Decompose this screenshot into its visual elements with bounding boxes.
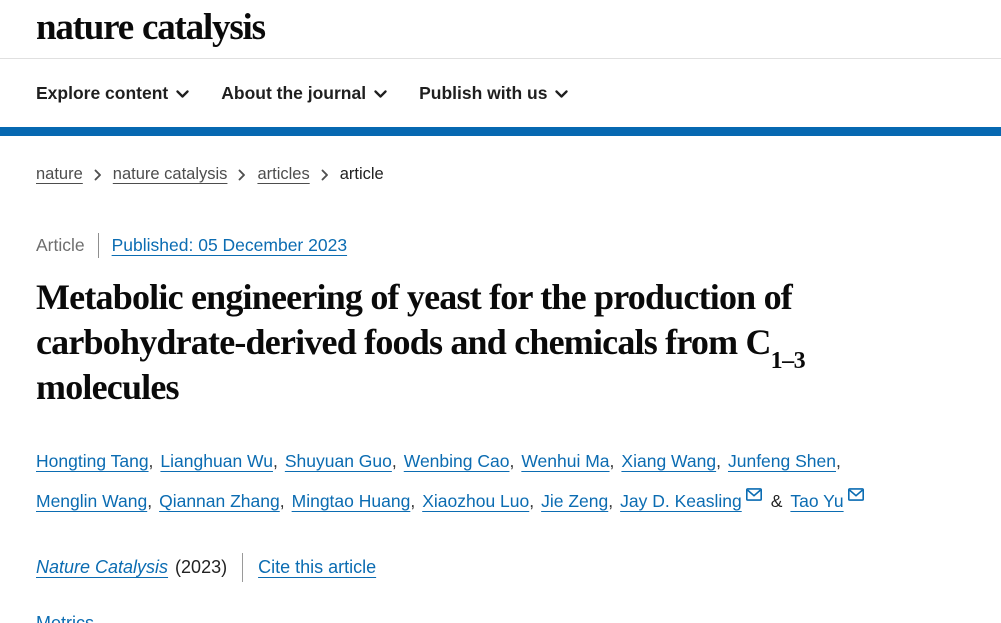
meta-divider [97,233,99,258]
author-separator: , [529,491,535,511]
nav-item-explore-content[interactable]: Explore content [36,83,189,104]
author-separator: , [410,491,416,511]
article-page: nature nature catalysis articles article… [0,165,1001,623]
author-link[interactable]: Tao Yu [790,491,844,511]
chevron-down-icon [374,89,387,98]
breadcrumb-link-nature[interactable]: nature [36,165,83,183]
author-link[interactable]: Jie Zeng [541,491,609,511]
article-type-label: Article [36,235,85,255]
author-link[interactable]: Hongting Tang [36,451,149,471]
chevron-right-icon [238,169,246,181]
email-icon[interactable] [745,485,762,505]
metrics-row: Metrics [36,613,965,623]
citation-row: Nature Catalysis (2023) Cite this articl… [36,553,965,582]
author-link[interactable]: Junfeng Shen [727,451,836,471]
article-title: Metabolic engineering of yeast for the p… [36,275,965,410]
chevron-right-icon [94,169,102,181]
author-link[interactable]: Wenbing Cao [403,451,510,471]
chevron-right-icon [321,169,329,181]
chevron-down-icon [176,89,189,98]
nav-label: About the journal [221,82,367,103]
breadcrumb: nature nature catalysis articles article [36,165,965,184]
author-link[interactable]: Jay D. Keasling [620,491,742,511]
journal-year: (2023) [175,557,228,577]
author-separator: , [716,451,721,471]
published-date-link[interactable]: Published: 05 December 2023 [111,235,348,255]
primary-nav: Explore content About the journal Publis… [0,59,1001,127]
logo-row: nature catalysis [0,0,1001,59]
nav-label: Publish with us [419,82,548,103]
journal-name-link[interactable]: Nature Catalysis [36,557,169,577]
author-separator: , [509,451,515,471]
author-link[interactable]: Xiaozhou Luo [422,491,530,511]
author-separator: , [148,451,154,471]
author-link[interactable]: Wenhui Ma [521,451,610,471]
author-separator: , [147,491,153,511]
author-separator: , [391,451,397,471]
breadcrumb-link-nature-catalysis[interactable]: nature catalysis [112,165,228,183]
author-link[interactable]: Qiannan Zhang [159,491,280,511]
author-link[interactable]: Shuyuan Guo [284,451,392,471]
author-link[interactable]: Mingtao Huang [291,491,411,511]
title-line2-text: carbohydrate-derived foods and chemicals… [36,322,771,362]
ampersand: & [770,491,783,511]
title-line: carbohydrate-derived foods and chemicals… [36,322,806,373]
citation-divider [242,553,244,582]
title-line: Metabolic engineering of yeast for the p… [36,277,793,317]
nav-label: Explore content [36,82,169,103]
site-header: nature catalysis Explore content About t… [0,0,1001,136]
author-link[interactable]: Xiang Wang [621,451,717,471]
email-icon[interactable] [847,485,864,505]
author-separator: , [272,451,278,471]
cite-this-article-link[interactable]: Cite this article [258,557,377,577]
journal-accent-bar [0,127,1001,136]
author-separator: , [279,491,285,511]
breadcrumb-link-articles[interactable]: articles [257,165,310,183]
author-link[interactable]: Menglin Wang [36,491,148,511]
nav-item-publish-with-us[interactable]: Publish with us [419,82,569,104]
nav-item-about-the-journal[interactable]: About the journal [221,83,387,104]
chevron-down-icon [555,89,569,98]
author-link[interactable]: Lianghuan Wu [160,451,273,471]
title-subscript: 1–3 [770,348,806,375]
authors-list: Hongting Tang, Lianghuan Wu, Shuyuan Guo, W… [36,441,965,521]
journal-logo[interactable]: nature catalysis [36,7,266,48]
author-separator: , [836,451,841,471]
author-separator: , [608,491,614,511]
author-separator: , [609,451,615,471]
title-line: molecules [36,367,180,407]
article-meta-row: Article Published: 05 December 2023 [36,233,965,258]
breadcrumb-current-article: article [339,165,384,183]
metrics-link[interactable]: Metrics [36,613,94,623]
